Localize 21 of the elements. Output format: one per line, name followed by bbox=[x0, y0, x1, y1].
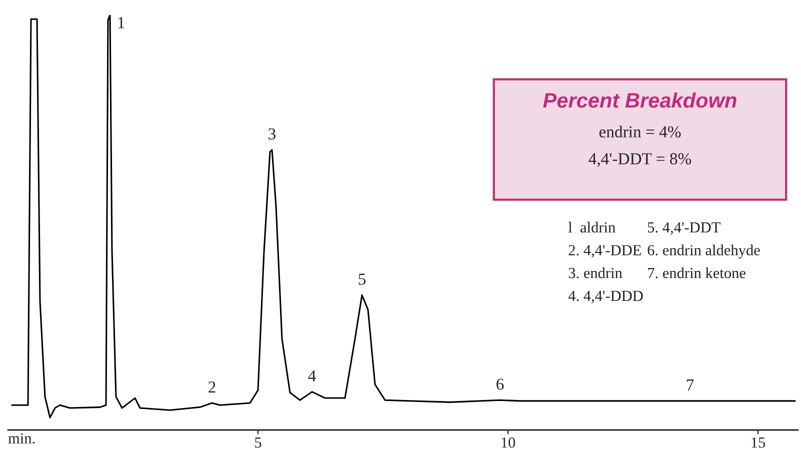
annotation: 7. endrin ketone bbox=[648, 267, 746, 278]
annotation: endrin = 4% bbox=[599, 126, 681, 138]
annotation: 4,4'-DDT = 8% bbox=[588, 153, 692, 167]
annotation: 5 bbox=[358, 274, 366, 285]
annotation: 5. 4,4'-DDT bbox=[648, 222, 720, 235]
x-tick-label: 5 bbox=[255, 438, 262, 448]
annotation: 3. endrin bbox=[568, 267, 622, 278]
annotation: 1 bbox=[118, 17, 124, 28]
annotation: 3 bbox=[268, 128, 276, 140]
x-tick-label: 15 bbox=[752, 437, 766, 448]
annotation: 6. endrin aldehyde bbox=[648, 244, 760, 258]
x-tick-label: 10 bbox=[502, 437, 516, 448]
annotation: 7 bbox=[686, 380, 694, 390]
text: Percent Breakdown bbox=[543, 92, 736, 108]
annotation: 2. 4,4'-DDE bbox=[568, 245, 641, 258]
annotation: 6 bbox=[496, 378, 504, 390]
annotation: l aldrin bbox=[568, 222, 616, 233]
annotation: 4 bbox=[308, 370, 316, 382]
annotation: 2 bbox=[208, 381, 216, 393]
x-axis-title: min. bbox=[8, 433, 35, 444]
annotation: 4. 4,4'-DDD bbox=[568, 290, 643, 304]
